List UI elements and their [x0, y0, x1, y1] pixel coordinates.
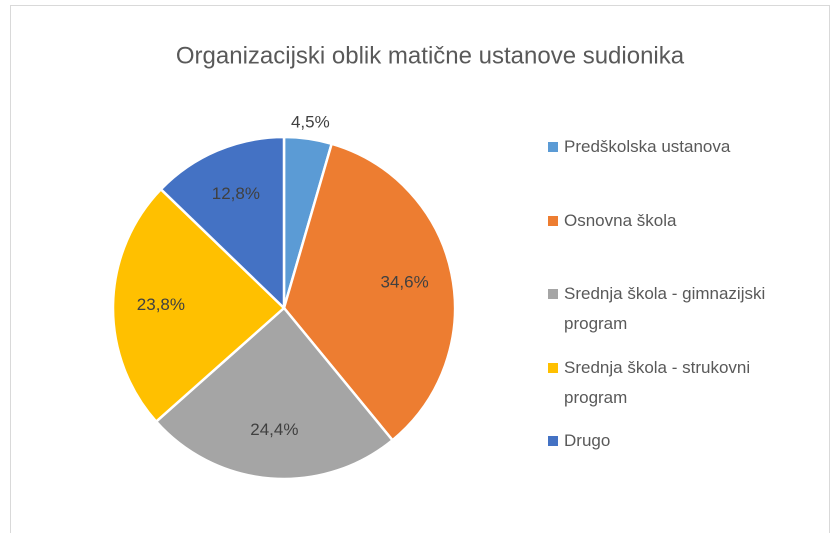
- legend-item: Srednja škola - gimnazijski program: [548, 279, 798, 339]
- data-label: 24,4%: [250, 420, 298, 439]
- pie-slice: [154, 306, 395, 481]
- legend-swatch: [548, 215, 558, 226]
- legend-swatch: [548, 289, 558, 299]
- legend-label: Srednja škola - gimnazijski program: [564, 284, 766, 333]
- legend-label: Srednja škola - strukovni program: [564, 357, 751, 407]
- legend-swatch: [548, 142, 558, 152]
- pie-slice: [159, 135, 286, 311]
- legend-item: Predškolska ustanova: [548, 132, 818, 162]
- legend-item: Drugo: [548, 426, 818, 456]
- legend-label: Osnovna škola: [564, 210, 677, 230]
- chart-border: [10, 5, 830, 533]
- chart-title: Organizacijski oblik matične ustanove su…: [176, 42, 685, 69]
- pie-slice: [111, 187, 286, 424]
- data-label: 12,8%: [212, 184, 260, 203]
- legend-label: Drugo: [564, 431, 611, 450]
- legend-item: Srednja škola - strukovni program: [548, 353, 798, 413]
- data-label: 34,6%: [381, 273, 429, 292]
- data-label: 4,5%: [291, 112, 330, 131]
- legend-label: Predškolska ustanova: [564, 137, 731, 156]
- legend-item: Osnovna škola: [548, 206, 818, 236]
- data-label: 23,8%: [137, 295, 185, 314]
- legend-swatch: [548, 436, 558, 446]
- legend-swatch: [548, 362, 558, 373]
- pie-slice: [282, 142, 457, 442]
